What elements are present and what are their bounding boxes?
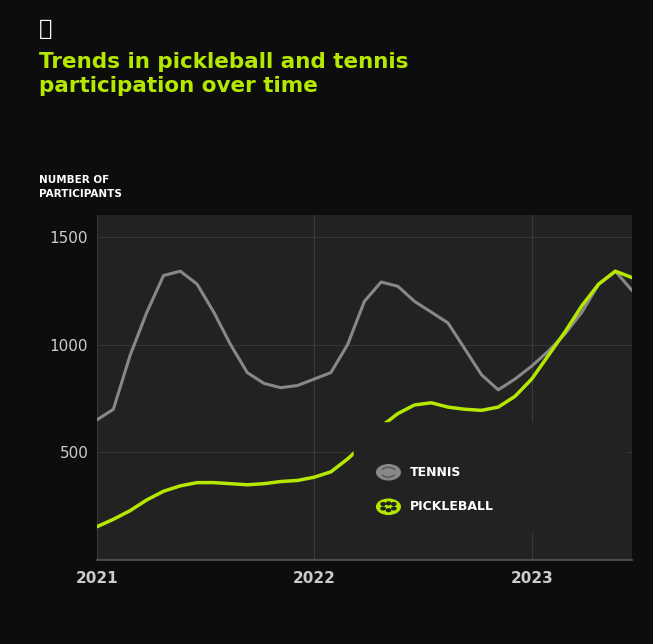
Circle shape xyxy=(381,507,385,510)
Circle shape xyxy=(392,507,396,510)
Text: :  xyxy=(39,19,52,39)
Text: TENNIS: TENNIS xyxy=(410,466,461,478)
Text: Trends in pickleball and tennis
participation over time: Trends in pickleball and tennis particip… xyxy=(39,52,409,95)
FancyBboxPatch shape xyxy=(354,422,627,533)
Text: NUMBER OF
PARTICIPANTS: NUMBER OF PARTICIPANTS xyxy=(39,175,122,199)
Circle shape xyxy=(387,509,390,511)
Circle shape xyxy=(377,499,400,515)
Text: PICKLEBALL: PICKLEBALL xyxy=(410,500,494,513)
Circle shape xyxy=(392,502,396,506)
Circle shape xyxy=(381,502,385,506)
Circle shape xyxy=(387,502,390,505)
Circle shape xyxy=(377,465,400,480)
